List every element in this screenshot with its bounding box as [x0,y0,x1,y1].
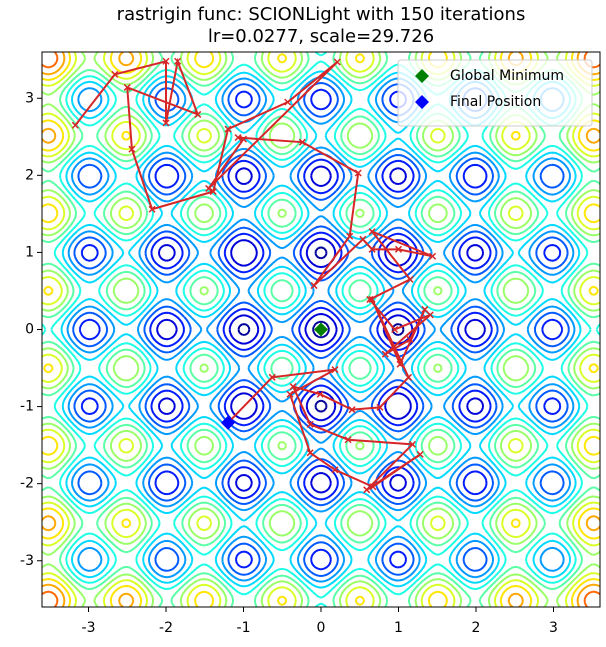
trajectory-marker [406,275,414,283]
legend-marker [415,95,429,109]
trajectory-marker [331,366,339,374]
contour-line [42,52,600,607]
trajectory-marker [366,295,374,303]
trajectory-marker [344,436,352,444]
contour-line [72,82,570,577]
trajectory-marker [234,134,242,142]
contour-line [237,246,405,413]
trajectory-marker [391,325,399,334]
trajectory-marker [310,282,318,290]
trajectory-marker [162,119,170,127]
chart-title: rastrigin func: SCIONLight with 150 iter… [117,4,526,25]
axes: -3 -2 -1 0 1 2 3 -3 -2 -1 0 1 2 3 [20,90,558,636]
trajectory-marker [128,145,136,153]
trajectory-marker [148,205,156,213]
trajectory-marker [268,373,276,381]
legend-box [397,59,593,127]
trajectory-marker [406,335,414,344]
contour-line [42,52,600,607]
trajectory-marker [205,184,213,192]
y-tick-label: 3 [25,90,34,106]
point-marker [221,415,235,430]
trajectory-marker [289,383,297,391]
trajectory-marker [369,483,377,491]
trajectory-marker [394,245,403,253]
legend-label: Global Minimum [450,68,564,84]
trajectory-marker [239,135,248,143]
y-tick-label: 1 [25,244,34,260]
contour-line [156,165,486,494]
trajectory-marker [194,110,202,118]
x-tick-label: 3 [549,620,558,636]
legend: Global Minimum Final Position [397,59,593,127]
trajectory-marker [381,350,389,358]
mark-layer [71,57,437,494]
legend-label: Final Position [450,94,541,110]
contour-line [42,52,600,607]
trajectory-marker [429,252,437,260]
y-tick-label: 0 [25,322,34,338]
y-tick-label: -2 [20,476,34,492]
trajectory-marker [363,486,371,494]
trajectory-marker [162,57,170,65]
trajectory-marker [306,449,314,457]
trajectory-marker [416,450,424,458]
x-tick-label: 0 [317,620,326,636]
y-tick-label: -3 [20,553,34,569]
trajectory-marker [368,295,376,303]
x-tick-label: 2 [472,620,481,636]
contour-line [60,70,582,589]
trajectory-marker [316,390,324,398]
trajectory-marker [111,70,119,78]
trajectory-marker [346,232,354,240]
trajectory-marker [331,466,339,474]
trajectory-marker [348,406,356,414]
trajectory-marker [306,420,314,428]
trajectory-marker [333,58,341,66]
chart-subtitle: lr=0.0277, scale=29.726 [208,26,434,47]
y-tick-label: 2 [25,167,34,183]
y-tick-label: -1 [20,399,34,415]
trajectory-marker [426,311,434,319]
trajectory-marker [408,440,416,448]
trajectory-marker [368,228,376,236]
trajectory-marker [174,57,182,65]
trajectory-marker [123,83,131,91]
x-tick-label: 1 [394,620,403,636]
trajectory-marker [286,390,294,398]
x-tick-label: -1 [237,620,251,636]
trajectory-marker [209,187,217,196]
trajectory-marker [71,121,79,129]
trajectory-marker [298,138,306,146]
trajectory-marker [421,305,429,313]
trajectory-marker [224,125,232,133]
x-tick-label: -3 [82,620,96,636]
contour-line [66,76,576,583]
trajectory-marker [405,373,413,381]
x-tick-label: -2 [159,620,173,636]
trajectory-marker [368,245,376,253]
point-marker [314,322,328,337]
trajectory-marker [396,360,404,368]
legend-marker [415,69,429,83]
trajectory-marker [376,403,384,411]
trajectory-marker [359,235,367,243]
trajectory-marker [284,98,292,106]
trajectory-marker [354,169,362,177]
